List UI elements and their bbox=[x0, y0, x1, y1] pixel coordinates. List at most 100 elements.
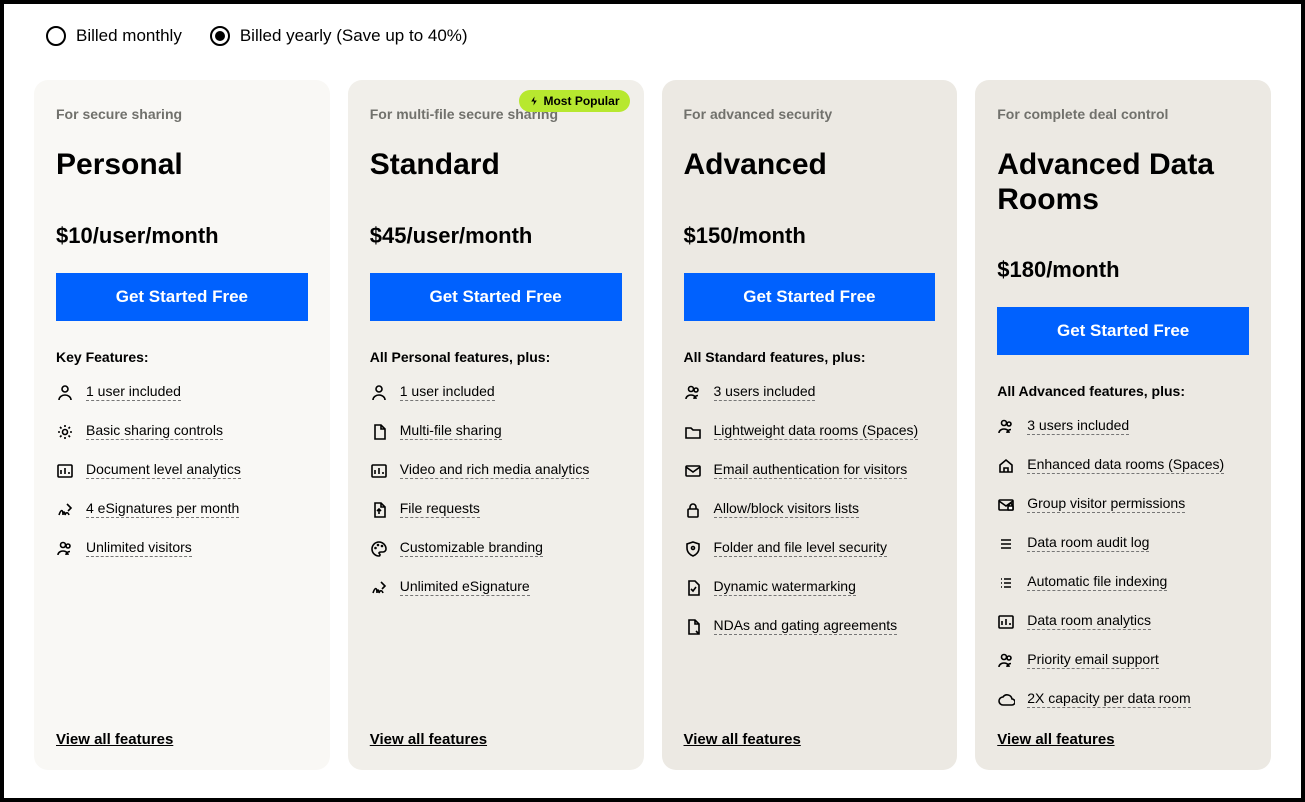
plan-tagline: For complete deal control bbox=[997, 106, 1249, 122]
user-icon bbox=[56, 384, 74, 402]
feature-list: 3 users included Lightweight data rooms (… bbox=[684, 383, 936, 636]
radio-icon bbox=[46, 26, 66, 46]
feature-item: Allow/block visitors lists bbox=[684, 500, 936, 519]
feature-item: 4 eSignatures per month bbox=[56, 500, 308, 519]
feature-item: 3 users included bbox=[684, 383, 936, 402]
plan-name: Standard bbox=[370, 148, 622, 183]
billed-monthly-radio[interactable]: Billed monthly bbox=[46, 26, 182, 46]
get-started-button[interactable]: Get Started Free bbox=[56, 273, 308, 321]
feature-label[interactable]: File requests bbox=[400, 500, 480, 518]
shield-icon bbox=[684, 540, 702, 558]
badge-label: Most Popular bbox=[543, 94, 619, 108]
list-icon bbox=[997, 535, 1015, 553]
feature-label[interactable]: Data room audit log bbox=[1027, 534, 1149, 552]
gear-icon bbox=[56, 423, 74, 441]
users-icon bbox=[997, 652, 1015, 670]
mail-icon bbox=[684, 462, 702, 480]
features-heading: All Advanced features, plus: bbox=[997, 383, 1249, 399]
most-popular-badge: Most Popular bbox=[519, 90, 629, 112]
plan-card: Most PopularFor multi-file secure sharin… bbox=[348, 80, 644, 770]
users-icon bbox=[997, 418, 1015, 436]
feature-label[interactable]: Folder and file level security bbox=[714, 539, 888, 557]
feature-label[interactable]: Basic sharing controls bbox=[86, 422, 223, 440]
feature-label[interactable]: Unlimited visitors bbox=[86, 539, 192, 557]
users-icon bbox=[684, 384, 702, 402]
feature-label[interactable]: Priority email support bbox=[1027, 651, 1159, 669]
signature-icon bbox=[56, 501, 74, 519]
nda-icon bbox=[684, 618, 702, 636]
billing-toggle: Billed monthly Billed yearly (Save up to… bbox=[46, 26, 1271, 46]
feature-label[interactable]: Customizable branding bbox=[400, 539, 543, 557]
index-icon bbox=[997, 574, 1015, 592]
view-all-features-link[interactable]: View all features bbox=[370, 731, 622, 748]
feature-label[interactable]: Enhanced data rooms (Spaces) bbox=[1027, 456, 1224, 474]
feature-label[interactable]: 3 users included bbox=[714, 383, 816, 401]
get-started-button[interactable]: Get Started Free bbox=[684, 273, 936, 321]
chart-icon bbox=[997, 613, 1015, 631]
feature-item: Lightweight data rooms (Spaces) bbox=[684, 422, 936, 441]
radio-label: Billed monthly bbox=[76, 26, 182, 46]
plan-card: For advanced securityAdvanced$150/monthG… bbox=[662, 80, 958, 770]
get-started-button[interactable]: Get Started Free bbox=[370, 273, 622, 321]
users-icon bbox=[56, 540, 74, 558]
plan-name: Personal bbox=[56, 148, 308, 183]
file-up-icon bbox=[370, 501, 388, 519]
feature-label[interactable]: 4 eSignatures per month bbox=[86, 500, 239, 518]
plan-name: Advanced bbox=[684, 148, 936, 183]
feature-label[interactable]: 1 user included bbox=[86, 383, 181, 401]
feature-item: Unlimited visitors bbox=[56, 539, 308, 558]
feature-label[interactable]: 2X capacity per data room bbox=[1027, 690, 1190, 708]
feature-label[interactable]: Email authentication for visitors bbox=[714, 461, 908, 479]
feature-label[interactable]: 1 user included bbox=[400, 383, 495, 401]
feature-item: Unlimited eSignature bbox=[370, 578, 622, 597]
radio-label: Billed yearly (Save up to 40%) bbox=[240, 26, 468, 46]
feature-label[interactable]: Group visitor permissions bbox=[1027, 495, 1185, 513]
feature-label[interactable]: Video and rich media analytics bbox=[400, 461, 590, 479]
plan-name: Advanced Data Rooms bbox=[997, 148, 1249, 217]
feature-item: 2X capacity per data room bbox=[997, 690, 1249, 709]
feature-item: Basic sharing controls bbox=[56, 422, 308, 441]
feature-label[interactable]: Document level analytics bbox=[86, 461, 241, 479]
lock-icon bbox=[684, 501, 702, 519]
feature-item: NDAs and gating agreements bbox=[684, 617, 936, 636]
feature-label[interactable]: Dynamic watermarking bbox=[714, 578, 856, 596]
feature-label[interactable]: Unlimited eSignature bbox=[400, 578, 530, 596]
features-heading: Key Features: bbox=[56, 349, 308, 365]
plan-card: For complete deal control Advanced Data R… bbox=[975, 80, 1271, 770]
feature-label[interactable]: Automatic file indexing bbox=[1027, 573, 1167, 591]
plan-price: $45/user/month bbox=[370, 223, 622, 249]
feature-label[interactable]: NDAs and gating agreements bbox=[714, 617, 898, 635]
feature-item: Email authentication for visitors bbox=[684, 461, 936, 480]
radio-icon bbox=[210, 26, 230, 46]
feature-item: 1 user included bbox=[56, 383, 308, 402]
feature-item: Multi-file sharing bbox=[370, 422, 622, 441]
feature-item: Automatic file indexing bbox=[997, 573, 1249, 592]
feature-label[interactable]: Data room analytics bbox=[1027, 612, 1151, 630]
feature-item: Enhanced data rooms (Spaces) bbox=[997, 456, 1249, 475]
feature-item: Folder and file level security bbox=[684, 539, 936, 558]
plan-price: $150/month bbox=[684, 223, 936, 249]
cloud-icon bbox=[997, 691, 1015, 709]
feature-item: 1 user included bbox=[370, 383, 622, 402]
feature-label[interactable]: Lightweight data rooms (Spaces) bbox=[714, 422, 919, 440]
billed-yearly-radio[interactable]: Billed yearly (Save up to 40%) bbox=[210, 26, 468, 46]
view-all-features-link[interactable]: View all features bbox=[684, 731, 936, 748]
pricing-plans-grid: For secure sharing Personal $10/user/month… bbox=[34, 80, 1271, 770]
view-all-features-link[interactable]: View all features bbox=[997, 731, 1249, 748]
plan-tagline: For secure sharing bbox=[56, 106, 308, 122]
mail-lock-icon bbox=[997, 496, 1015, 514]
feature-item: Dynamic watermarking bbox=[684, 578, 936, 597]
feature-item: Group visitor permissions bbox=[997, 495, 1249, 514]
feature-label[interactable]: Multi-file sharing bbox=[400, 422, 502, 440]
feature-label[interactable]: Allow/block visitors lists bbox=[714, 500, 859, 518]
feature-label[interactable]: 3 users included bbox=[1027, 417, 1129, 435]
watermark-icon bbox=[684, 579, 702, 597]
plan-price: $180/month bbox=[997, 257, 1249, 283]
get-started-button[interactable]: Get Started Free bbox=[997, 307, 1249, 355]
view-all-features-link[interactable]: View all features bbox=[56, 731, 308, 748]
plan-price: $10/user/month bbox=[56, 223, 308, 249]
home-icon bbox=[997, 457, 1015, 475]
feature-item: Priority email support bbox=[997, 651, 1249, 670]
feature-item: Video and rich media analytics bbox=[370, 461, 622, 480]
user-icon bbox=[370, 384, 388, 402]
